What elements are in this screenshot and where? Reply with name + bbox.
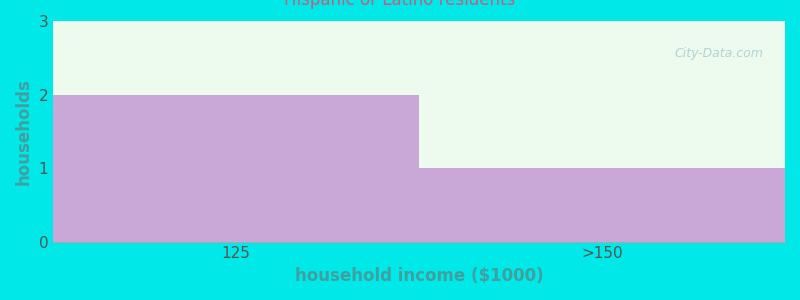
Bar (419, 168, 785, 242)
X-axis label: household income ($1000): household income ($1000) (294, 267, 543, 285)
Text: City-Data.com: City-Data.com (674, 47, 763, 61)
Y-axis label: households: households (15, 78, 33, 185)
Text: Hispanic or Latino residents: Hispanic or Latino residents (284, 0, 516, 9)
Bar (53, 94, 419, 242)
